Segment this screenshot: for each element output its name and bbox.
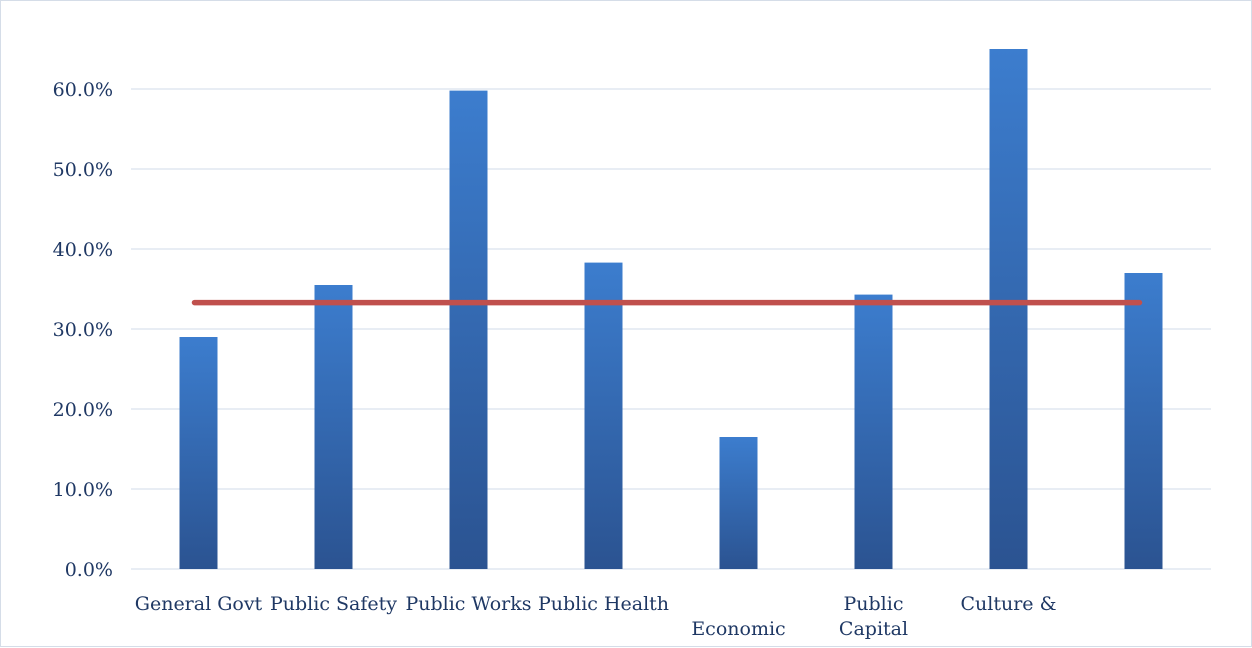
y-tick-label: 10.0% bbox=[53, 479, 113, 501]
gridlines bbox=[131, 88, 1211, 570]
bars bbox=[179, 49, 1163, 569]
bar bbox=[314, 285, 353, 569]
bar bbox=[179, 337, 218, 569]
x-tick-label: Public Works bbox=[405, 593, 531, 615]
y-tick-label: 60.0% bbox=[53, 79, 113, 101]
y-tick-label: 0.0% bbox=[65, 559, 113, 581]
x-tick-label: Public bbox=[844, 593, 904, 615]
x-tick-label: Economic bbox=[691, 618, 785, 640]
y-tick-label: 30.0% bbox=[53, 319, 113, 341]
bar bbox=[584, 262, 623, 569]
y-tick-label: 20.0% bbox=[53, 399, 113, 421]
y-tick-label: 50.0% bbox=[53, 159, 113, 181]
bar bbox=[1124, 273, 1163, 569]
x-tick-label: Public Safety bbox=[270, 593, 397, 615]
bar bbox=[449, 90, 488, 569]
y-axis: 0.0% 10.0% 20.0% 30.0% 40.0% 50.0% 60.0% bbox=[53, 79, 113, 581]
x-tick-label: Public Health bbox=[538, 593, 669, 615]
x-tick-label: Culture & bbox=[960, 593, 1056, 615]
bar bbox=[989, 49, 1028, 569]
x-axis: General Govt Public Safety Public Works Pub… bbox=[135, 593, 1057, 640]
y-tick-label: 40.0% bbox=[53, 239, 113, 261]
bar bbox=[854, 294, 893, 569]
x-tick-label: Capital bbox=[839, 618, 908, 640]
x-tick-label: General Govt bbox=[135, 593, 263, 615]
bar bbox=[719, 437, 758, 569]
